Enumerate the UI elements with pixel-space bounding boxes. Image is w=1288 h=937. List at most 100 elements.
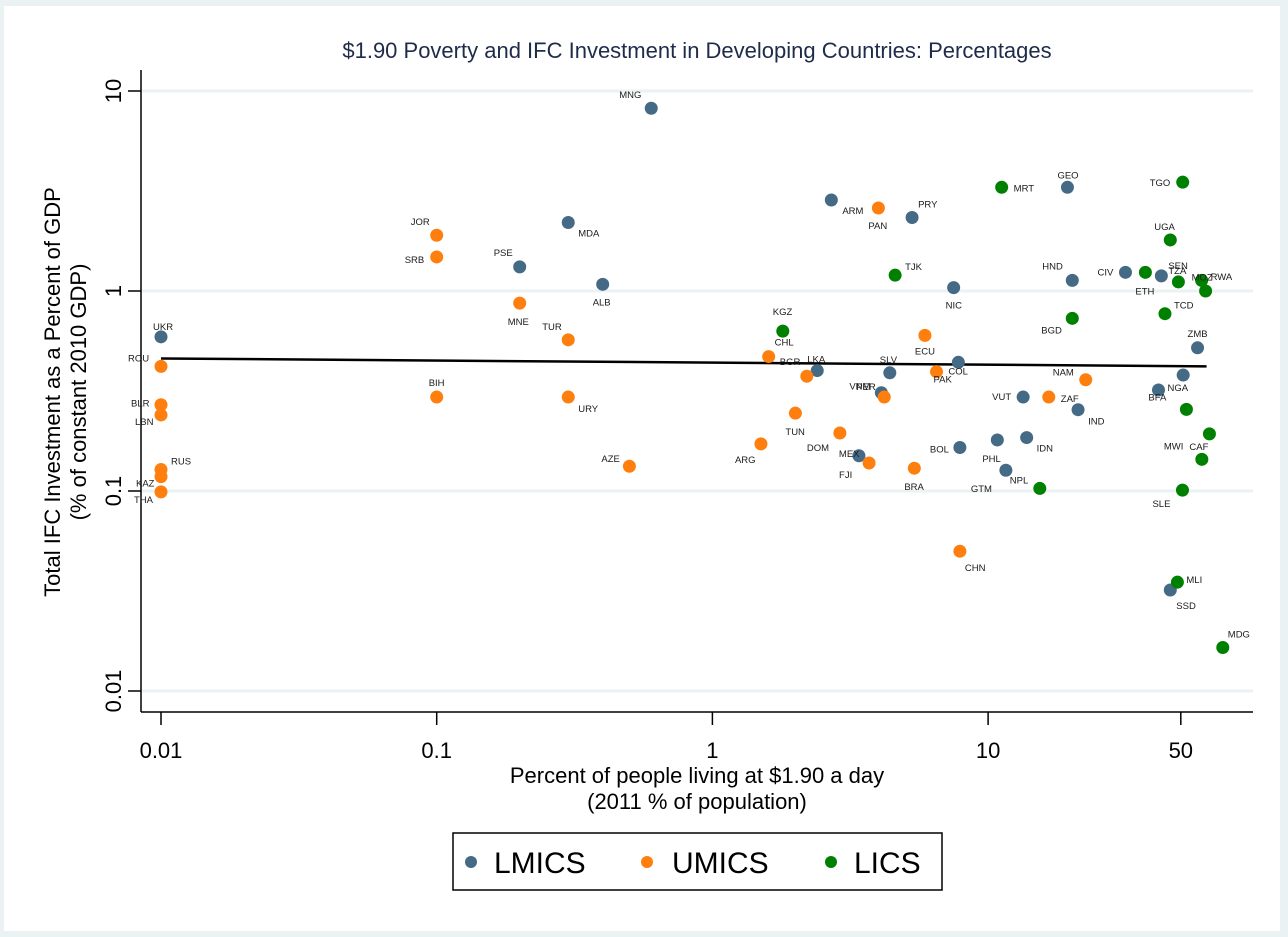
y-tick-label: 0.01 <box>101 670 126 713</box>
data-point-eth <box>1138 265 1152 279</box>
data-label-bgr: BGR <box>780 357 801 368</box>
data-label-mdg: MDG <box>1228 630 1250 641</box>
legend-marker-lmics <box>465 856 477 868</box>
x-tick-label: 1 <box>706 738 718 763</box>
data-point-mng <box>644 101 658 115</box>
grid-layer <box>141 89 1253 693</box>
data-point-gtm <box>999 463 1013 477</box>
data-label-ind: IND <box>1088 417 1105 428</box>
y-tick-label: 1 <box>101 285 126 297</box>
x-axis-title-line2: (2011 % of population) <box>587 789 807 814</box>
data-point-civ <box>1118 265 1132 279</box>
data-point-tha <box>154 485 168 499</box>
data-label-tgo: TGO <box>1150 178 1171 189</box>
data-label-pan: PAN <box>868 221 887 232</box>
data-label-mng: MNG <box>619 90 641 101</box>
data-point-tza <box>1171 275 1185 289</box>
fitted-line <box>160 357 1207 368</box>
data-point-kaz <box>154 470 168 484</box>
data-point-lka <box>810 364 824 378</box>
data-label-arm: ARM <box>842 206 863 217</box>
data-point-uga <box>1163 233 1177 247</box>
data-label-caf: CAF <box>1189 442 1208 453</box>
data-point-vut <box>1016 390 1030 404</box>
legend: LMICS UMICS LICS <box>452 832 943 891</box>
data-point-mda <box>561 216 575 230</box>
data-point-geo <box>1060 180 1074 194</box>
data-label-pry: PRY <box>918 200 938 211</box>
data-point-pry <box>905 211 919 225</box>
data-point-mdg <box>1216 641 1230 655</box>
data-point-bra <box>907 461 921 475</box>
data-label-alb: ALB <box>593 297 611 308</box>
data-point-bgd <box>1065 311 1079 325</box>
fit-line-layer <box>160 357 1207 368</box>
data-point-arg <box>754 437 768 451</box>
data-label-rus: RUS <box>171 457 191 468</box>
data-label-kgz: KGZ <box>773 307 793 318</box>
data-label-nga: NGA <box>1167 383 1188 394</box>
axes-layer: 10 1 0.1 0.01 0.01 0.1 1 10 50 <box>101 70 1253 763</box>
data-label-eth: ETH <box>1135 286 1154 297</box>
data-label-arg: ARG <box>735 455 756 466</box>
data-point-tgo <box>1176 175 1190 189</box>
data-label-bih: BIH <box>429 378 445 389</box>
data-point-caf <box>1202 427 1216 441</box>
data-label-bgd: BGD <box>1041 325 1062 336</box>
data-label-vut: VUT <box>992 392 1011 403</box>
x-tick-label: 10 <box>976 738 1000 763</box>
legend-box <box>452 832 943 891</box>
data-label-civ: CIV <box>1097 267 1114 278</box>
data-point-pse <box>513 260 527 274</box>
data-label-tur: TUR <box>542 322 562 333</box>
data-label-tha: THA <box>134 495 154 506</box>
data-label-blr: BLR <box>131 399 150 410</box>
data-label-tjk: TJK <box>905 262 923 273</box>
data-label-ury: URY <box>578 404 599 415</box>
chart-title: $1.90 Poverty and IFC Investment in Deve… <box>342 38 1051 63</box>
data-point-bgr <box>800 369 814 383</box>
data-label-lka: LKA <box>807 355 826 366</box>
data-point-slv <box>883 366 897 380</box>
x-tick-label: 0.1 <box>421 738 452 763</box>
data-label-moz: MOZ <box>1192 272 1213 283</box>
legend-label-lmics: LMICS <box>494 847 586 880</box>
data-label-sle: SLE <box>1152 499 1170 510</box>
x-tick-label: 0.01 <box>140 738 183 763</box>
legend-marker-umics <box>641 856 653 868</box>
data-point-pan <box>871 201 885 215</box>
data-point-phl <box>990 433 1004 447</box>
data-point-tun <box>788 406 802 420</box>
data-point-ukr <box>154 330 168 344</box>
data-point-pak <box>930 365 944 379</box>
data-point-kgz <box>776 324 790 338</box>
data-label-srb: SRB <box>405 255 425 266</box>
data-point-chl <box>762 350 776 364</box>
data-point-sen <box>1154 269 1168 283</box>
data-label-per: PER <box>856 382 876 393</box>
data-point-ind <box>1071 403 1085 417</box>
legend-label-umics: UMICS <box>672 847 769 880</box>
legend-label-lics: LICS <box>854 847 921 880</box>
data-label-mwi: MWI <box>1164 441 1184 452</box>
data-point-nam <box>1079 373 1093 387</box>
figure-panel <box>4 6 1280 931</box>
data-label-bol: BOL <box>930 445 949 456</box>
data-label-hnd: HND <box>1042 261 1063 272</box>
data-point-mex <box>852 449 866 463</box>
data-label-geo: GEO <box>1057 170 1078 181</box>
data-point-npl <box>1033 481 1047 495</box>
data-point-bfa <box>1179 402 1193 416</box>
data-point-ecu <box>918 328 932 342</box>
data-label-phl: PHL <box>982 454 1000 465</box>
x-tick-label: 50 <box>1169 738 1193 763</box>
point-labels-layer: UKR MNG MDA PSE ALB ARM PRY NIC LKA SLV VNM COL MEX B… <box>128 90 1250 640</box>
data-point-aze <box>622 459 636 473</box>
data-label-mne: MNE <box>508 317 529 328</box>
y-axis-title-line1: Total IFC Investment as a Percent of GDP <box>40 187 65 597</box>
data-label-bra: BRA <box>904 482 924 493</box>
data-label-ssd: SSD <box>1176 601 1196 612</box>
data-label-sen: SEN <box>1168 261 1188 272</box>
data-point-bih <box>430 390 444 404</box>
data-point-mwi <box>1195 452 1209 466</box>
